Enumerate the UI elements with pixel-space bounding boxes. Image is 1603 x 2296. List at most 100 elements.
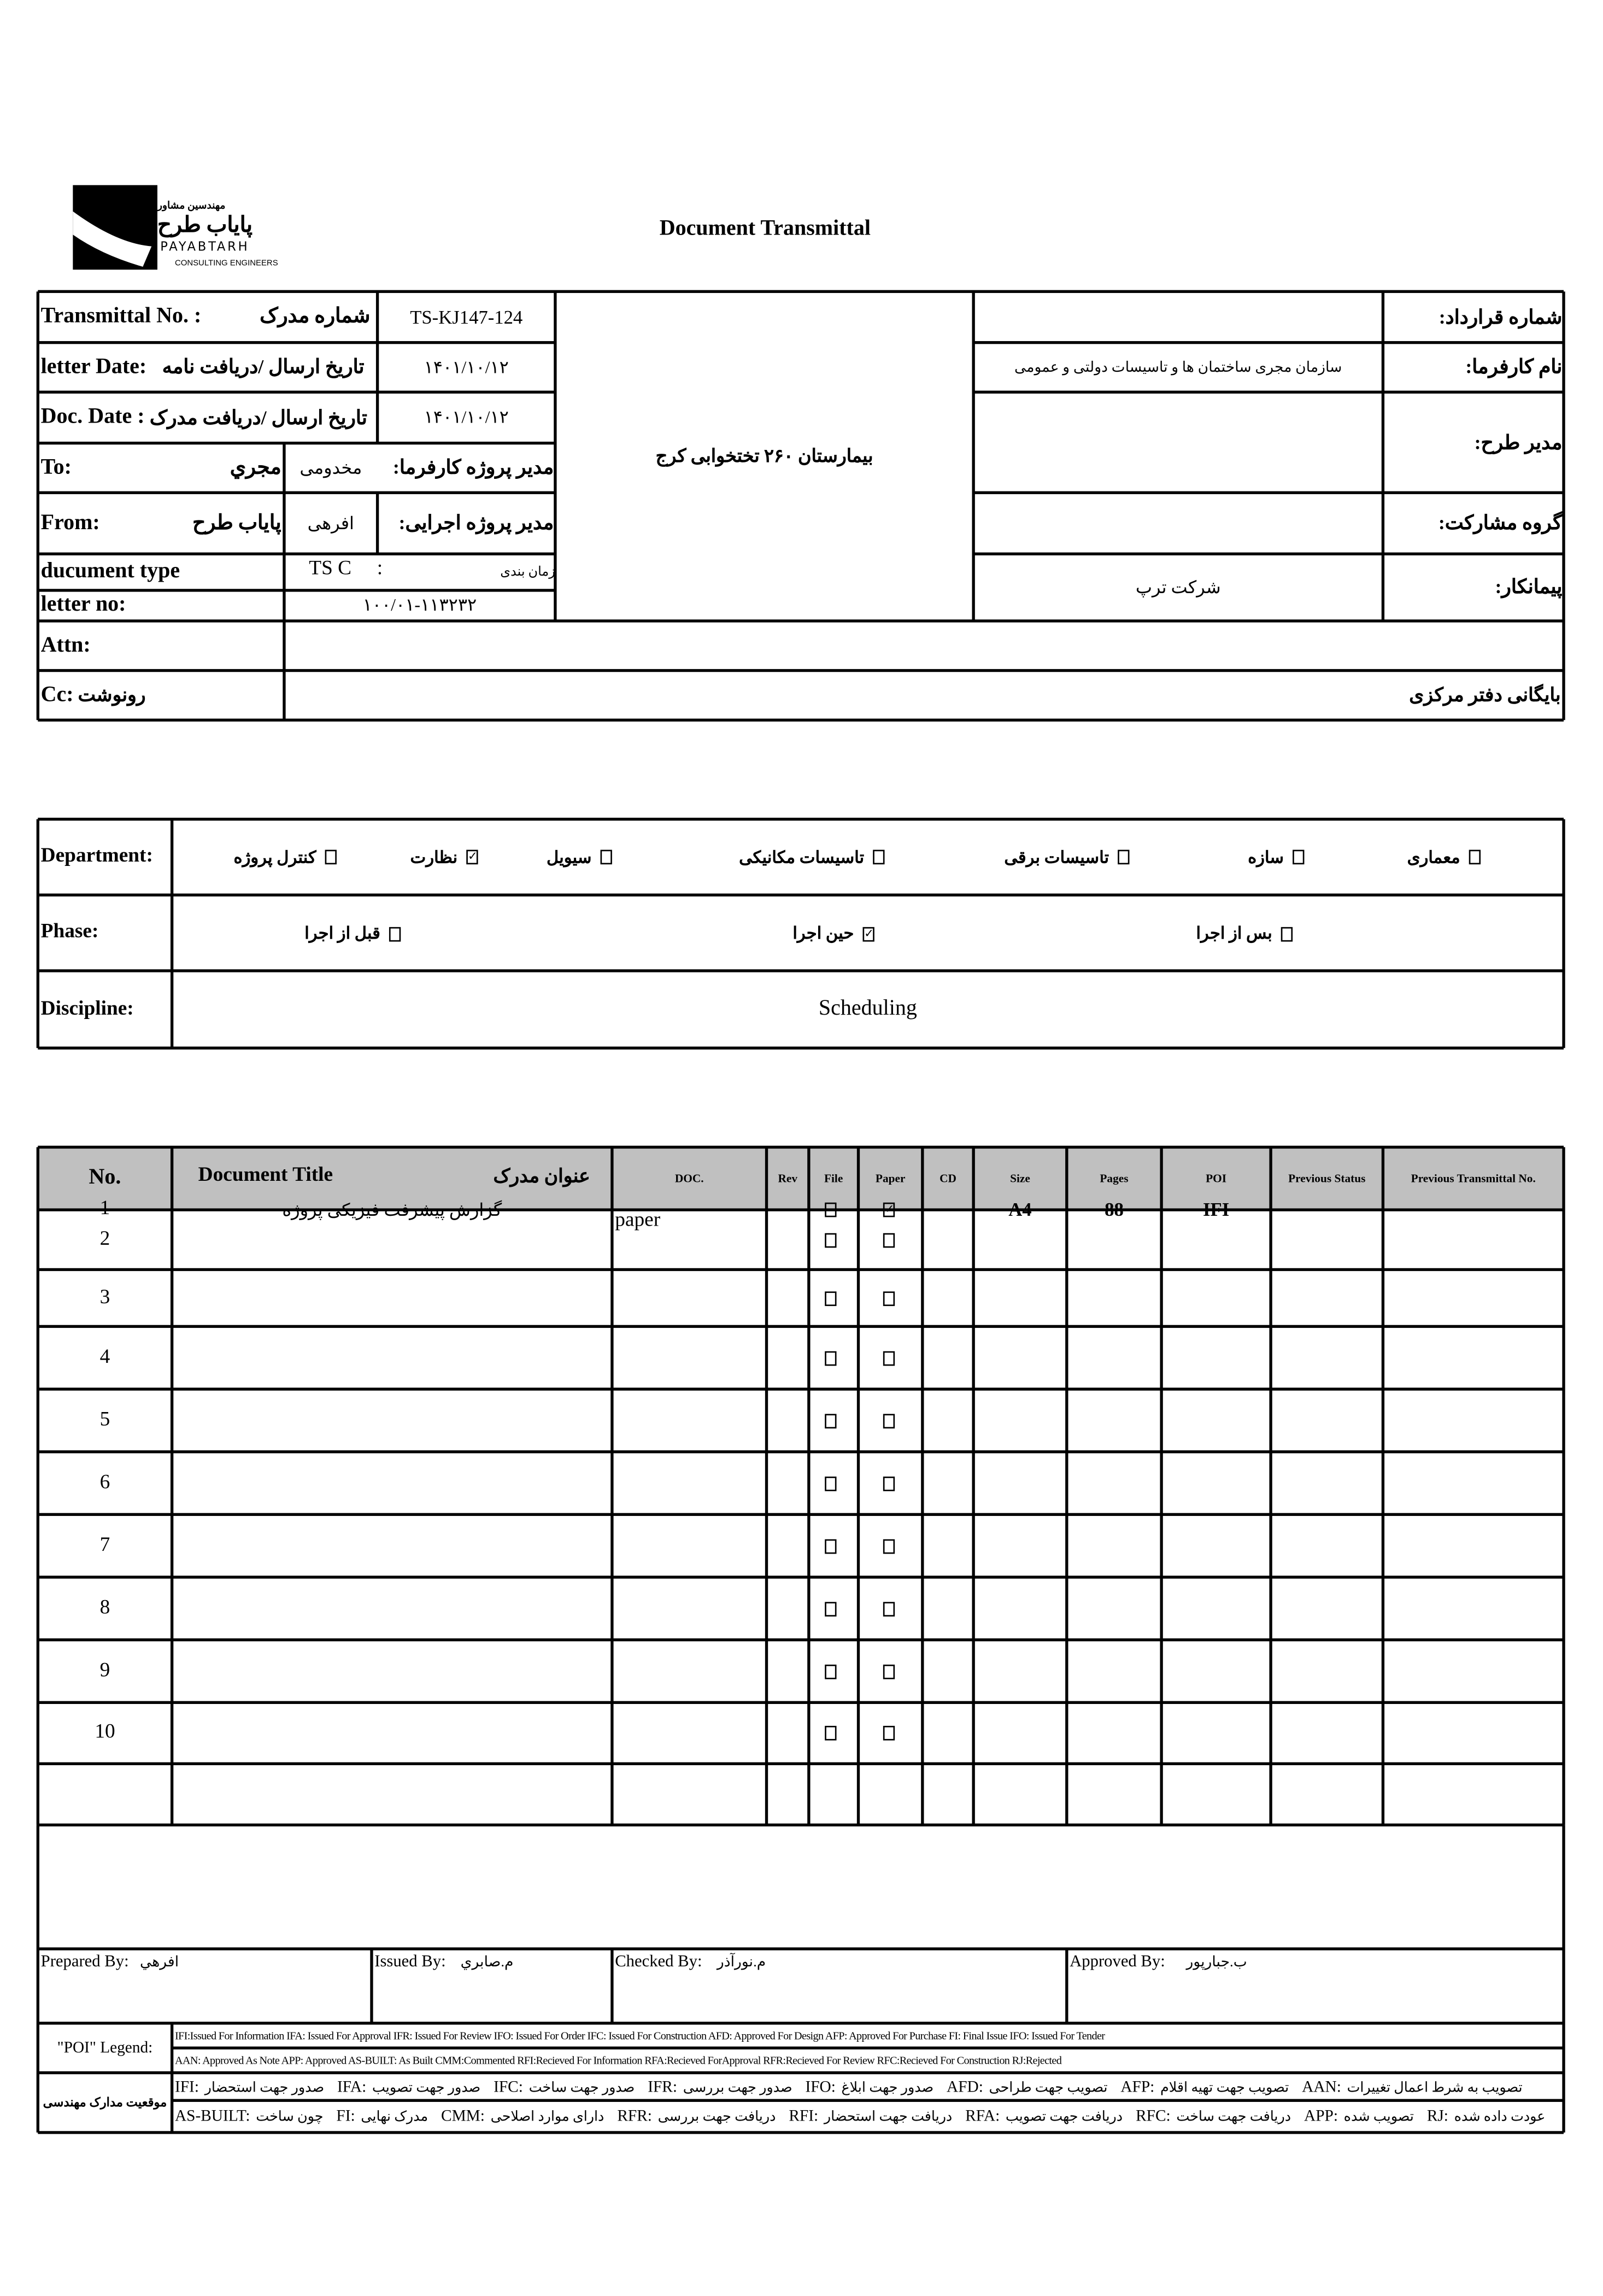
previous-transmittal-cell[interactable]	[1383, 1326, 1564, 1389]
file-checkbox[interactable]	[825, 1601, 837, 1616]
pages-cell[interactable]	[1067, 1577, 1161, 1640]
pages-cell[interactable]	[1067, 1452, 1161, 1515]
doc-cell[interactable]	[615, 1452, 766, 1494]
paper-checkbox[interactable]	[883, 1601, 895, 1616]
previous-transmittal-cell[interactable]	[1383, 1514, 1564, 1577]
cd-cell[interactable]	[923, 1452, 973, 1515]
previous-transmittal-cell[interactable]	[1383, 1389, 1564, 1452]
paper-checkbox[interactable]	[883, 1664, 895, 1679]
previous-status-cell[interactable]	[1271, 1452, 1383, 1515]
document-title-cell[interactable]	[172, 1702, 612, 1764]
rev-cell[interactable]	[767, 1452, 809, 1515]
document-title-cell[interactable]	[172, 1210, 612, 1269]
document-title-cell[interactable]	[172, 1640, 612, 1703]
rev-cell[interactable]	[767, 1210, 809, 1269]
paper-checkbox[interactable]: ✓	[883, 1202, 895, 1217]
previous-status-cell[interactable]	[1271, 1269, 1383, 1326]
poi-cell[interactable]	[1161, 1640, 1271, 1703]
previous-status-cell[interactable]	[1271, 1640, 1383, 1703]
paper-checkbox[interactable]	[883, 1726, 895, 1741]
size-cell[interactable]	[973, 1389, 1067, 1452]
size-cell[interactable]	[973, 1326, 1067, 1389]
previous-transmittal-cell[interactable]	[1383, 1640, 1564, 1703]
document-title-cell[interactable]	[172, 1577, 612, 1640]
document-title-cell[interactable]	[172, 1326, 612, 1389]
doc-cell[interactable]: paper	[615, 1210, 661, 1232]
rev-cell[interactable]	[767, 1640, 809, 1703]
pages-cell[interactable]	[1067, 1702, 1161, 1764]
file-checkbox[interactable]	[825, 1202, 837, 1217]
paper-checkbox[interactable]	[883, 1538, 895, 1554]
prepared-by-signature[interactable]: افرهي	[139, 1954, 179, 1970]
cd-cell[interactable]	[923, 1210, 973, 1269]
rev-cell[interactable]	[767, 1514, 809, 1577]
department-checkbox[interactable]	[873, 850, 885, 865]
file-checkbox[interactable]	[825, 1538, 837, 1554]
previous-transmittal-cell[interactable]	[1383, 1577, 1564, 1640]
file-checkbox[interactable]	[825, 1413, 837, 1428]
poi-cell[interactable]	[1161, 1702, 1271, 1764]
pages-cell[interactable]	[1067, 1210, 1161, 1269]
poi-cell[interactable]	[1161, 1210, 1271, 1269]
doc-cell[interactable]	[615, 1577, 766, 1619]
previous-status-cell[interactable]	[1271, 1577, 1383, 1640]
cd-cell[interactable]	[923, 1702, 973, 1764]
cd-cell[interactable]	[923, 1640, 973, 1703]
department-checkbox[interactable]	[600, 850, 612, 865]
phase-checkbox[interactable]: ✓	[862, 927, 874, 942]
department-checkbox[interactable]	[325, 850, 337, 865]
department-checkbox[interactable]: ✓	[466, 850, 478, 865]
rev-cell[interactable]	[767, 1389, 809, 1452]
poi-cell[interactable]	[1161, 1514, 1271, 1577]
poi-cell[interactable]	[1161, 1326, 1271, 1389]
doc-cell[interactable]	[615, 1269, 766, 1306]
rev-cell[interactable]	[767, 1577, 809, 1640]
previous-transmittal-cell[interactable]	[1383, 1210, 1564, 1269]
checked-by-signature[interactable]: م.نورآذر	[717, 1954, 766, 1970]
file-checkbox[interactable]	[825, 1726, 837, 1741]
file-checkbox[interactable]	[825, 1475, 837, 1491]
pages-cell[interactable]	[1067, 1389, 1161, 1452]
department-checkbox[interactable]	[1293, 850, 1305, 865]
previous-status-cell[interactable]	[1271, 1702, 1383, 1764]
paper-checkbox[interactable]	[883, 1475, 895, 1491]
poi-cell[interactable]	[1161, 1577, 1271, 1640]
doc-cell[interactable]	[615, 1326, 766, 1368]
document-title-cell[interactable]	[172, 1452, 612, 1515]
previous-status-cell[interactable]	[1271, 1389, 1383, 1452]
size-cell[interactable]	[973, 1514, 1067, 1577]
cd-cell[interactable]	[923, 1514, 973, 1577]
poi-cell[interactable]	[1161, 1269, 1271, 1326]
file-checkbox[interactable]	[825, 1232, 837, 1247]
document-title-cell[interactable]	[172, 1514, 612, 1577]
paper-checkbox[interactable]	[883, 1350, 895, 1366]
size-cell[interactable]	[973, 1452, 1067, 1515]
size-cell[interactable]	[973, 1640, 1067, 1703]
paper-checkbox[interactable]	[883, 1232, 895, 1247]
pages-cell[interactable]	[1067, 1640, 1161, 1703]
cd-cell[interactable]	[923, 1326, 973, 1389]
previous-status-cell[interactable]	[1271, 1326, 1383, 1389]
doc-cell[interactable]	[615, 1702, 766, 1743]
size-cell[interactable]	[973, 1577, 1067, 1640]
paper-checkbox[interactable]	[883, 1413, 895, 1428]
doc-cell[interactable]	[615, 1514, 766, 1556]
doc-cell[interactable]	[615, 1210, 766, 1249]
previous-transmittal-cell[interactable]	[1383, 1702, 1564, 1764]
approved-by-signature[interactable]: ب.جبارپور	[1186, 1954, 1247, 1970]
department-checkbox[interactable]	[1469, 850, 1481, 865]
file-checkbox[interactable]	[825, 1350, 837, 1366]
previous-status-cell[interactable]	[1271, 1514, 1383, 1577]
previous-status-cell[interactable]	[1271, 1210, 1383, 1269]
rev-cell[interactable]	[767, 1269, 809, 1326]
previous-transmittal-cell[interactable]	[1383, 1452, 1564, 1515]
phase-checkbox[interactable]	[1281, 927, 1293, 942]
document-title-cell[interactable]	[172, 1269, 612, 1326]
cd-cell[interactable]	[923, 1577, 973, 1640]
file-checkbox[interactable]	[825, 1664, 837, 1679]
size-cell[interactable]	[973, 1702, 1067, 1764]
cd-cell[interactable]	[923, 1269, 973, 1326]
cd-cell[interactable]	[923, 1389, 973, 1452]
doc-cell[interactable]	[615, 1389, 766, 1431]
poi-cell[interactable]	[1161, 1452, 1271, 1515]
